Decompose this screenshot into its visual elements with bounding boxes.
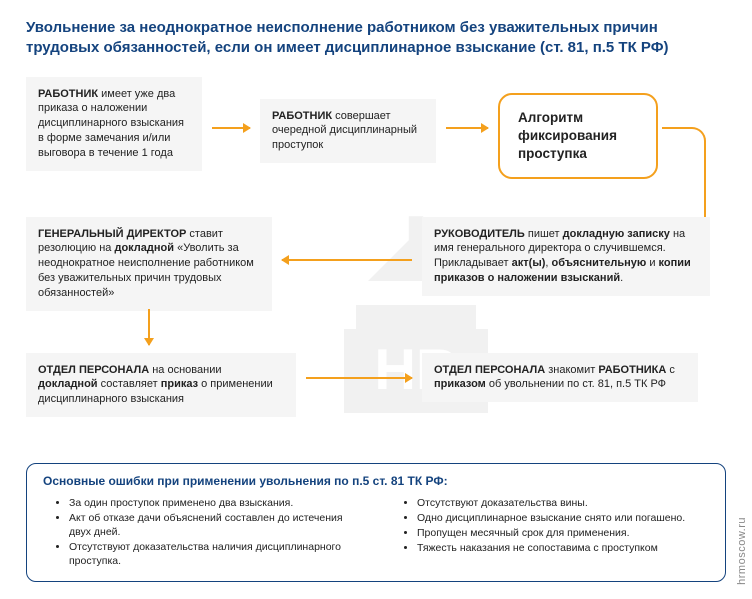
arrow-4-6 <box>148 309 150 345</box>
errors-list-right: Отсутствуют доказательства вины.Одно дис… <box>391 496 709 556</box>
arrow-1-2 <box>212 127 250 129</box>
error-item: Отсутствуют доказательства вины. <box>417 496 709 510</box>
diagram-title: Увольнение за неоднократное неисполнение… <box>26 18 726 59</box>
error-item: За один проступок применено два взыскани… <box>69 496 361 510</box>
error-item: Акт об отказе дачи объяснений составлен … <box>69 511 361 539</box>
node-supervisor: РУКОВОДИТЕЛЬ пишет докладную записку на … <box>422 217 710 296</box>
arrow-5-4 <box>282 259 412 261</box>
source-label: hrmoscow.ru <box>736 517 748 585</box>
node-hr-order: ОТДЕЛ ПЕРСОНАЛА на основании докладной с… <box>26 353 296 418</box>
errors-title: Основные ошибки при применении увольнени… <box>43 474 709 488</box>
error-item: Отсутствуют доказательства наличия дисци… <box>69 540 361 568</box>
node-worker-history: РАБОТНИК имеет уже два приказа о наложен… <box>26 77 202 171</box>
node-worker-violation: РАБОТНИК совершает очередной дисциплинар… <box>260 99 436 164</box>
errors-panel: Основные ошибки при применении увольнени… <box>26 463 726 583</box>
arrow-6-7 <box>306 377 412 379</box>
node-algorithm: Алгоритм фиксирования проступка <box>498 93 658 180</box>
node-director: ГЕНЕРАЛЬНЫЙ ДИРЕКТОР ставит резолюцию на… <box>26 217 272 311</box>
error-item: Пропущен месячный срок для применения. <box>417 526 709 540</box>
node-hr-notify: ОТДЕЛ ПЕРСОНАЛА знакомит РАБОТНИКА с при… <box>422 353 698 403</box>
error-item: Одно дисциплинарное взыскание снято или … <box>417 511 709 525</box>
errors-list-left: За один проступок применено два взыскани… <box>43 496 361 569</box>
error-item: Тяжесть наказания не сопоставима с прост… <box>417 541 709 555</box>
errors-col-right: Отсутствуют доказательства вины.Одно дис… <box>391 496 709 570</box>
flowchart: HR РАБОТНИК имеет уже два приказа о нало… <box>26 77 726 457</box>
arrow-2-3 <box>446 127 488 129</box>
errors-col-left: За один проступок применено два взыскани… <box>43 496 361 570</box>
